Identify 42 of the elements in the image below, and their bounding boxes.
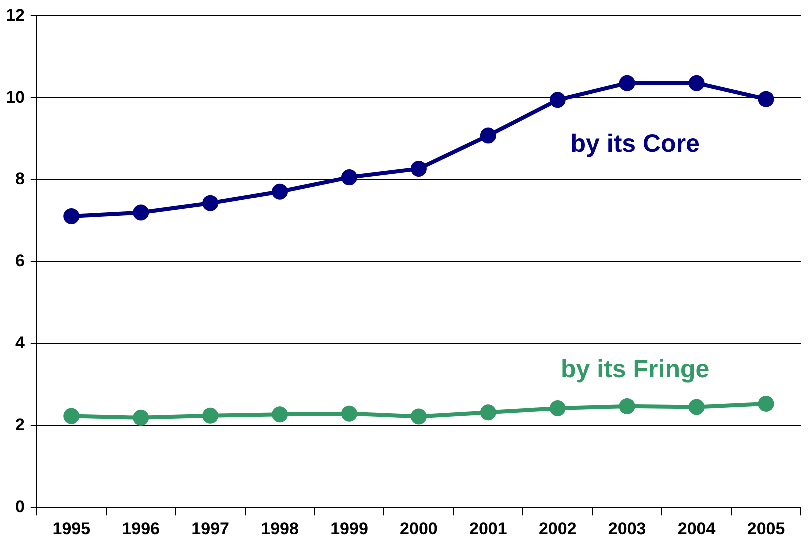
point bbox=[619, 75, 636, 92]
series-label: by its Fringe bbox=[561, 355, 710, 384]
x-tick-label: 1999 bbox=[330, 519, 368, 538]
x-tick-label: 2000 bbox=[400, 519, 438, 538]
point bbox=[133, 410, 150, 426]
point bbox=[272, 406, 288, 423]
point bbox=[480, 404, 496, 421]
x-tick-label: 2004 bbox=[678, 519, 716, 538]
point bbox=[480, 128, 496, 144]
point bbox=[341, 170, 358, 186]
point bbox=[133, 204, 150, 221]
point bbox=[410, 160, 427, 177]
y-tick-label: 10 bbox=[6, 88, 25, 107]
x-tick-label: 1998 bbox=[261, 519, 299, 538]
y-tick-label: 4 bbox=[15, 333, 26, 352]
y-tick-label: 2 bbox=[15, 415, 25, 434]
point bbox=[550, 92, 566, 108]
x-tick-label: 1996 bbox=[122, 519, 160, 538]
point bbox=[202, 195, 219, 212]
x-tick-label: 2003 bbox=[608, 519, 646, 538]
point bbox=[341, 406, 358, 422]
series-label: by its Core bbox=[570, 130, 700, 158]
point bbox=[758, 396, 774, 412]
point bbox=[410, 408, 427, 425]
x-tick-label: 2005 bbox=[747, 519, 786, 538]
point bbox=[758, 91, 774, 108]
x-tick-label: 1995 bbox=[52, 519, 91, 538]
x-tick-label: 2002 bbox=[538, 519, 577, 538]
point bbox=[688, 399, 705, 416]
point bbox=[619, 398, 636, 414]
point bbox=[64, 408, 80, 424]
point bbox=[688, 75, 705, 92]
point bbox=[272, 184, 288, 200]
y-tick-label: 6 bbox=[15, 252, 25, 271]
y-tick-label: 12 bbox=[6, 6, 25, 25]
point bbox=[64, 208, 80, 224]
y-tick-label: 8 bbox=[15, 170, 25, 189]
point bbox=[550, 400, 566, 416]
y-tick-label: 0 bbox=[15, 497, 25, 516]
point bbox=[202, 408, 219, 424]
x-tick-label: 1997 bbox=[192, 519, 230, 538]
x-tick-label: 2001 bbox=[470, 519, 508, 538]
